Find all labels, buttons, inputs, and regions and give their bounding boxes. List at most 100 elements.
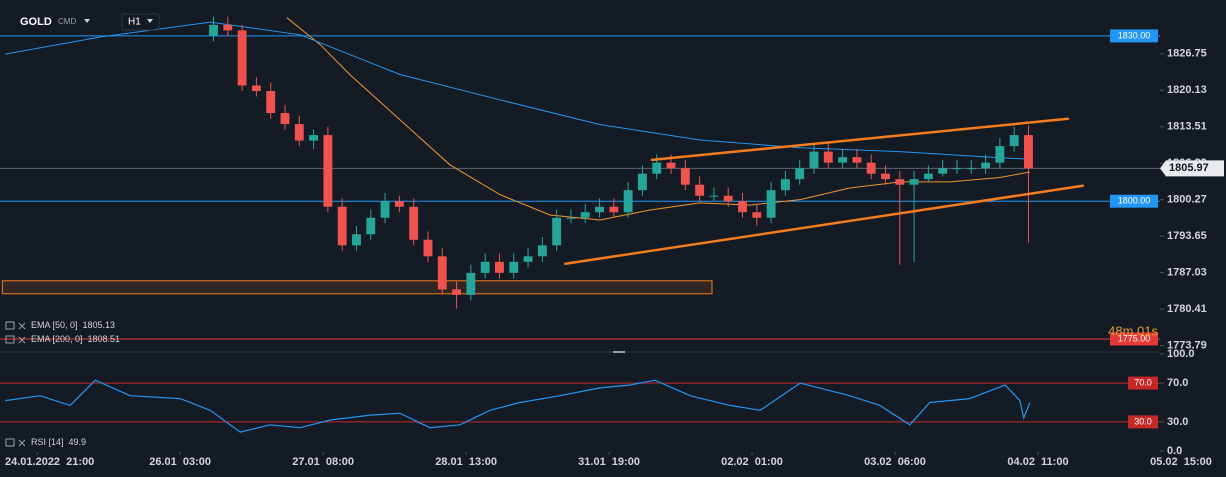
y-tick-label: 70.0 <box>1167 377 1188 389</box>
x-tick-label: 04.02 11:00 <box>1007 456 1068 468</box>
candle-body <box>352 234 361 246</box>
candle-body <box>952 168 962 170</box>
candle-body <box>638 173 647 191</box>
pane-resize-handle[interactable] <box>613 351 625 353</box>
candle-body <box>394 201 404 207</box>
legend-remove-icon[interactable] <box>18 336 26 344</box>
market[interactable]: CMD <box>58 17 76 26</box>
last-price-label: 1805.97 <box>1169 162 1209 174</box>
candle-body <box>981 162 991 169</box>
candle-body <box>466 272 476 295</box>
y-tick-label: 1787.03 <box>1167 267 1207 279</box>
candle-body <box>695 184 705 196</box>
candle-body <box>709 195 719 197</box>
candle-body <box>237 30 247 86</box>
rsi-level-label: 30.0 <box>1134 416 1152 426</box>
candle-body <box>595 206 604 213</box>
legend-value: 1805.13 <box>83 320 116 330</box>
candle-body <box>652 162 662 174</box>
price-zone <box>1 280 713 295</box>
timeframe-dropdown-arrow[interactable] <box>147 19 153 23</box>
level-label: 1830.00 <box>1118 30 1151 40</box>
candle-body <box>209 24 218 36</box>
candle-body <box>266 91 276 114</box>
x-tick-label: 03.02 06:00 <box>864 456 926 468</box>
candle-body <box>723 195 733 202</box>
ema-legend: EMA [50, 0] 1805.13 EMA [200, 0] 1808.51 <box>5 320 120 344</box>
candle-body <box>909 179 919 185</box>
y-tick-label: 1800.27 <box>1167 194 1207 206</box>
candle-body <box>294 124 304 141</box>
y-tick-label: 1813.51 <box>1167 121 1207 133</box>
candle-body <box>337 206 347 246</box>
ema-line <box>5 21 1030 160</box>
legend-label: RSI [14] <box>31 437 64 447</box>
candle-body <box>609 206 619 213</box>
candle-body <box>852 157 862 163</box>
candle-body <box>738 201 747 213</box>
trend-line <box>563 184 1085 266</box>
candle-body <box>766 190 776 218</box>
level-label: 1775.00 <box>1118 333 1151 343</box>
candle-body <box>323 135 333 207</box>
y-tick-label: 1793.65 <box>1167 230 1207 242</box>
rsi-pane <box>0 379 1160 433</box>
bar-countdown: 48m 01s <box>1108 323 1158 338</box>
symbol[interactable]: GOLD <box>20 16 52 28</box>
candle-body <box>823 151 833 163</box>
candle-body <box>437 256 447 290</box>
y-tick-label: 100.0 <box>1167 348 1195 360</box>
candle-body <box>780 179 790 191</box>
timeframe-box[interactable] <box>121 13 160 31</box>
candle-body <box>580 212 590 218</box>
legend-entry: EMA [50, 0] 1805.13 <box>31 320 115 330</box>
symbol-dropdown-arrow[interactable] <box>84 19 90 23</box>
candle-body <box>966 168 976 170</box>
x-tick-label: 26.01 03:00 <box>149 456 211 468</box>
candle-body <box>866 162 876 174</box>
candle-body <box>495 261 504 273</box>
rsi-line <box>5 379 1031 433</box>
candle-body <box>895 179 905 185</box>
x-tick-label: 31.01 19:00 <box>578 456 640 468</box>
legend-settings-icon[interactable] <box>5 335 15 344</box>
candle-body <box>251 85 261 92</box>
level-label-box <box>1110 332 1158 346</box>
legend-settings-icon[interactable] <box>5 438 15 447</box>
legend-label: EMA [200, 0] <box>31 334 83 344</box>
main-pane <box>0 16 1160 340</box>
legend-remove-icon[interactable] <box>18 322 26 330</box>
candle-body <box>923 173 933 180</box>
candle-body <box>623 190 633 213</box>
timeframe[interactable]: H1 <box>128 17 141 28</box>
candle-body <box>309 135 319 141</box>
toolbar: GOLD CMD H1 <box>20 13 160 31</box>
candle-body <box>509 261 519 273</box>
candle-body <box>1009 135 1019 147</box>
y-tick-label: 0.0 <box>1167 445 1182 457</box>
rsi-level-label: 70.0 <box>1134 377 1152 387</box>
candle-body <box>795 168 805 180</box>
legend-remove-icon[interactable] <box>18 439 26 447</box>
legend-entry: EMA [200, 0] 1808.51 <box>31 334 120 344</box>
candle-body <box>537 245 547 257</box>
last-price-tag <box>1160 160 1224 177</box>
legend-value: 1808.51 <box>88 334 121 344</box>
x-tick-label: 05.02 15:00 <box>1150 456 1212 468</box>
candle-body <box>223 24 233 31</box>
legend-label: EMA [50, 0] <box>31 320 78 330</box>
y-tick-label: 1780.41 <box>1167 303 1207 315</box>
candle-body <box>680 168 690 185</box>
legend-value: 49.9 <box>69 437 87 447</box>
legend-settings-icon[interactable] <box>5 321 15 330</box>
legend-entry: RSI [14] 49.9 <box>31 437 86 447</box>
candle-body <box>409 206 419 240</box>
candle-body <box>566 217 576 219</box>
candle-body <box>666 162 676 169</box>
x-tick-label: 02.02 01:00 <box>721 456 783 468</box>
x-tick-label: 24.01.2022 21:00 <box>5 456 94 468</box>
candle-body <box>752 212 762 218</box>
